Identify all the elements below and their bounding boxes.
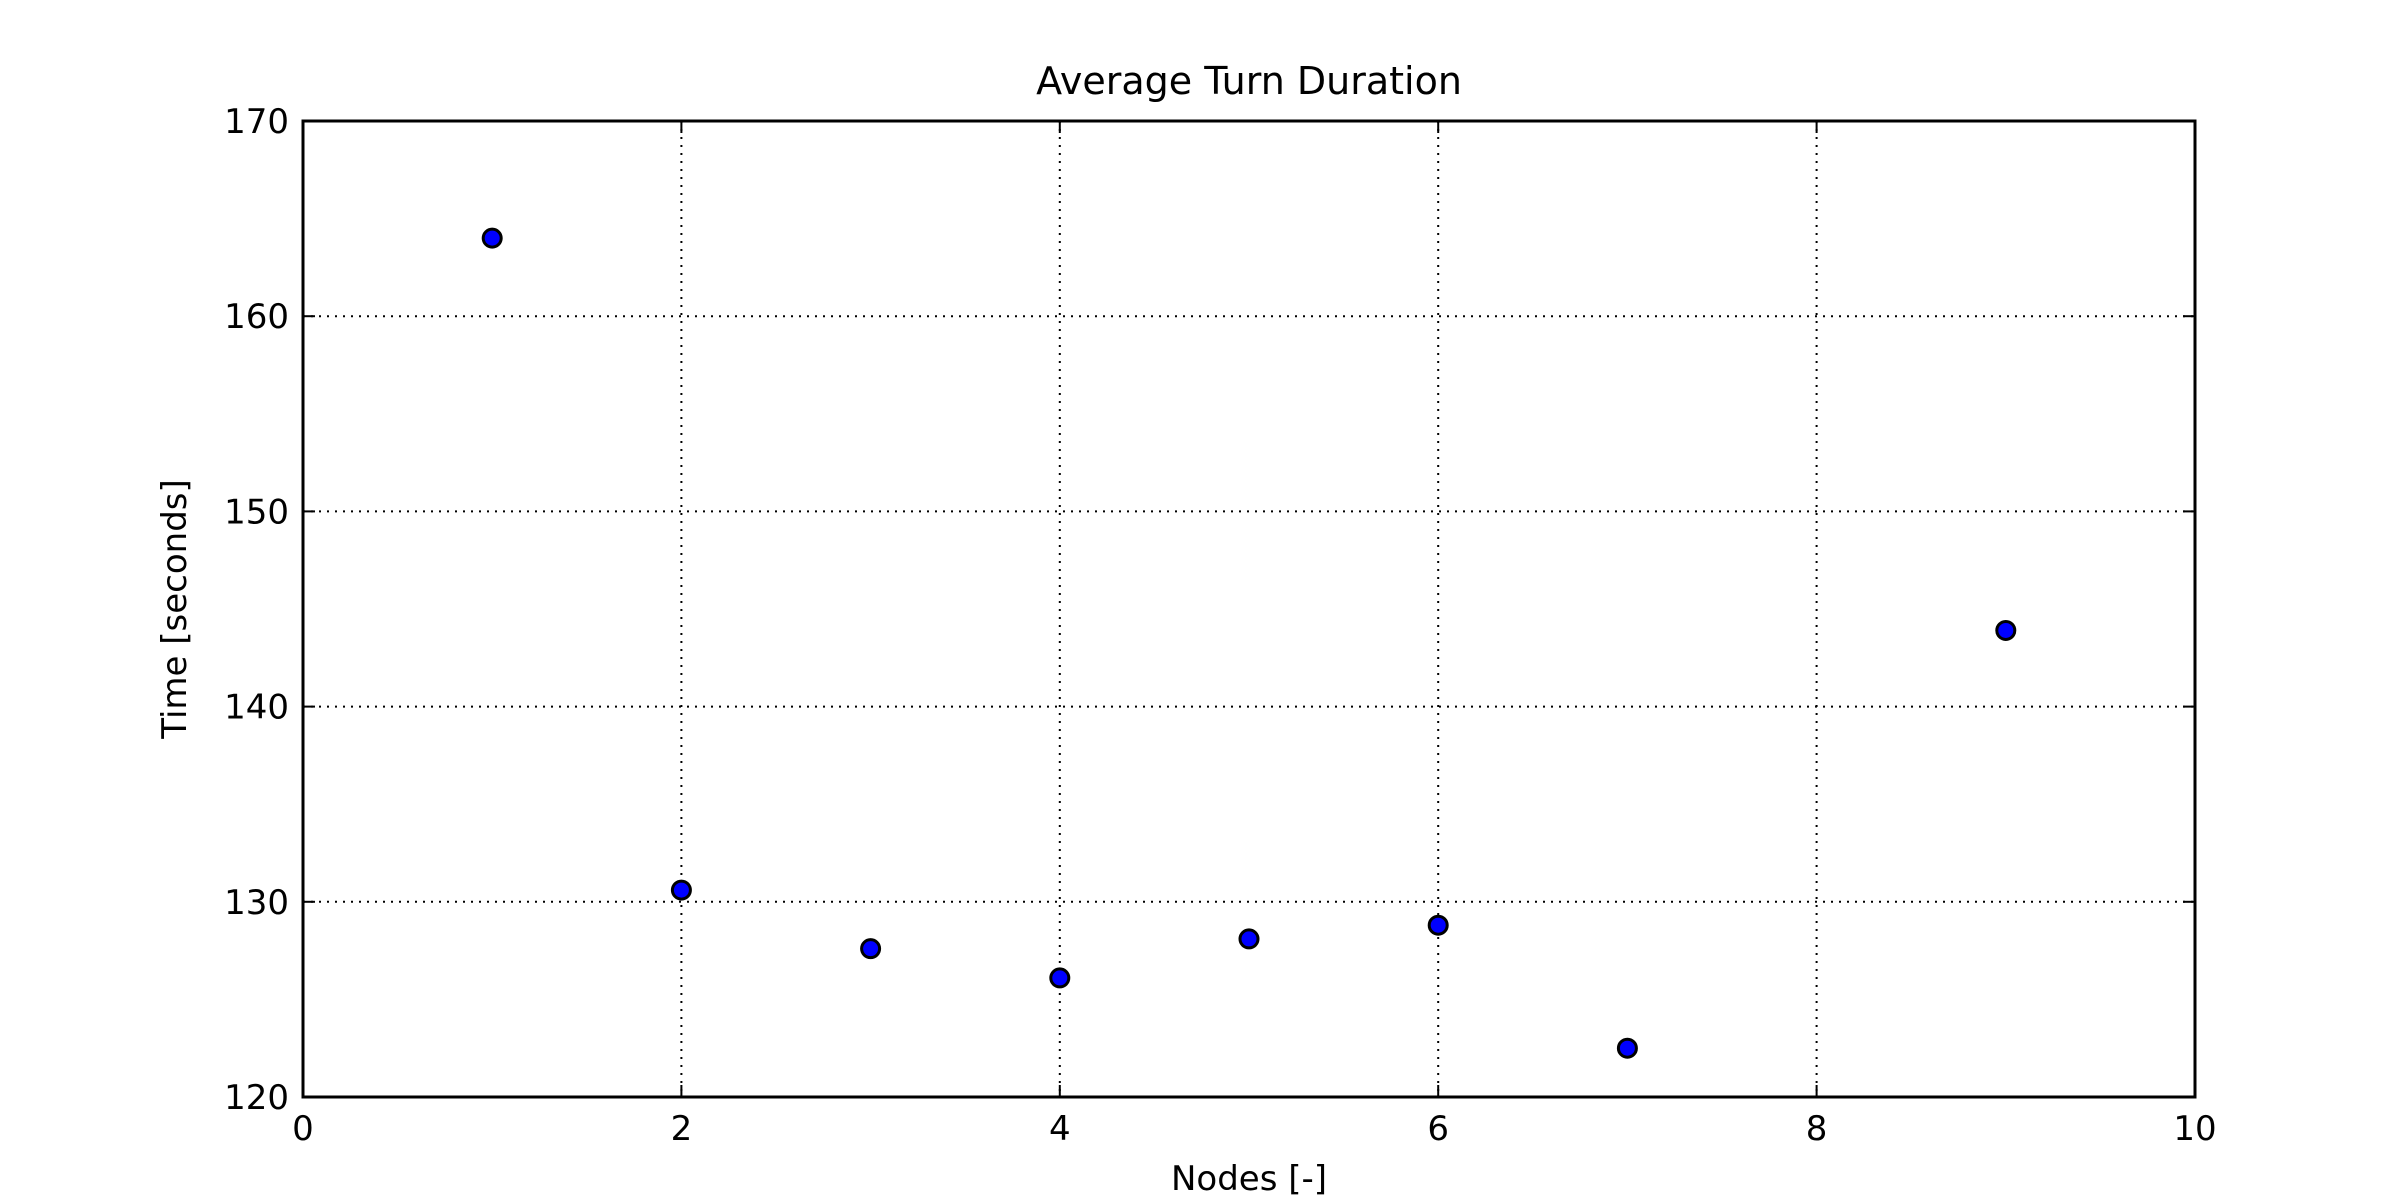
y-tick-label: 160	[224, 297, 289, 337]
x-tick-label: 8	[1806, 1109, 1828, 1149]
x-tick-label: 4	[1049, 1109, 1071, 1149]
y-axis-label: Time [seconds]	[155, 479, 195, 740]
x-tick-label: 2	[671, 1109, 693, 1149]
y-tick-label: 120	[224, 1078, 289, 1118]
data-point	[481, 227, 503, 249]
y-tick-label: 150	[224, 492, 289, 532]
y-tick-label: 140	[224, 688, 289, 728]
data-point	[1616, 1037, 1638, 1059]
x-tick-label: 0	[292, 1109, 314, 1149]
data-point	[670, 879, 692, 901]
data-points	[481, 227, 2017, 1059]
grid-lines	[303, 121, 2195, 1097]
data-point	[860, 938, 882, 960]
x-tick-label: 10	[2173, 1109, 2216, 1149]
data-point	[1049, 967, 1071, 989]
y-tick-label: 170	[224, 102, 289, 142]
data-point	[1427, 914, 1449, 936]
y-tick-label: 130	[224, 883, 289, 923]
axis-ticks	[302, 120, 2196, 1098]
data-point	[1238, 928, 1260, 950]
chart-title: Average Turn Duration	[1036, 59, 1462, 103]
x-axis-label: Nodes [-]	[1171, 1159, 1327, 1199]
plot-area-frame	[301, 119, 2197, 1099]
tick-labels: 0 2 4 6 8 10 120 130 140 150 160 170	[224, 102, 2217, 1149]
x-tick-label: 6	[1427, 1109, 1449, 1149]
data-point	[1995, 619, 2017, 641]
